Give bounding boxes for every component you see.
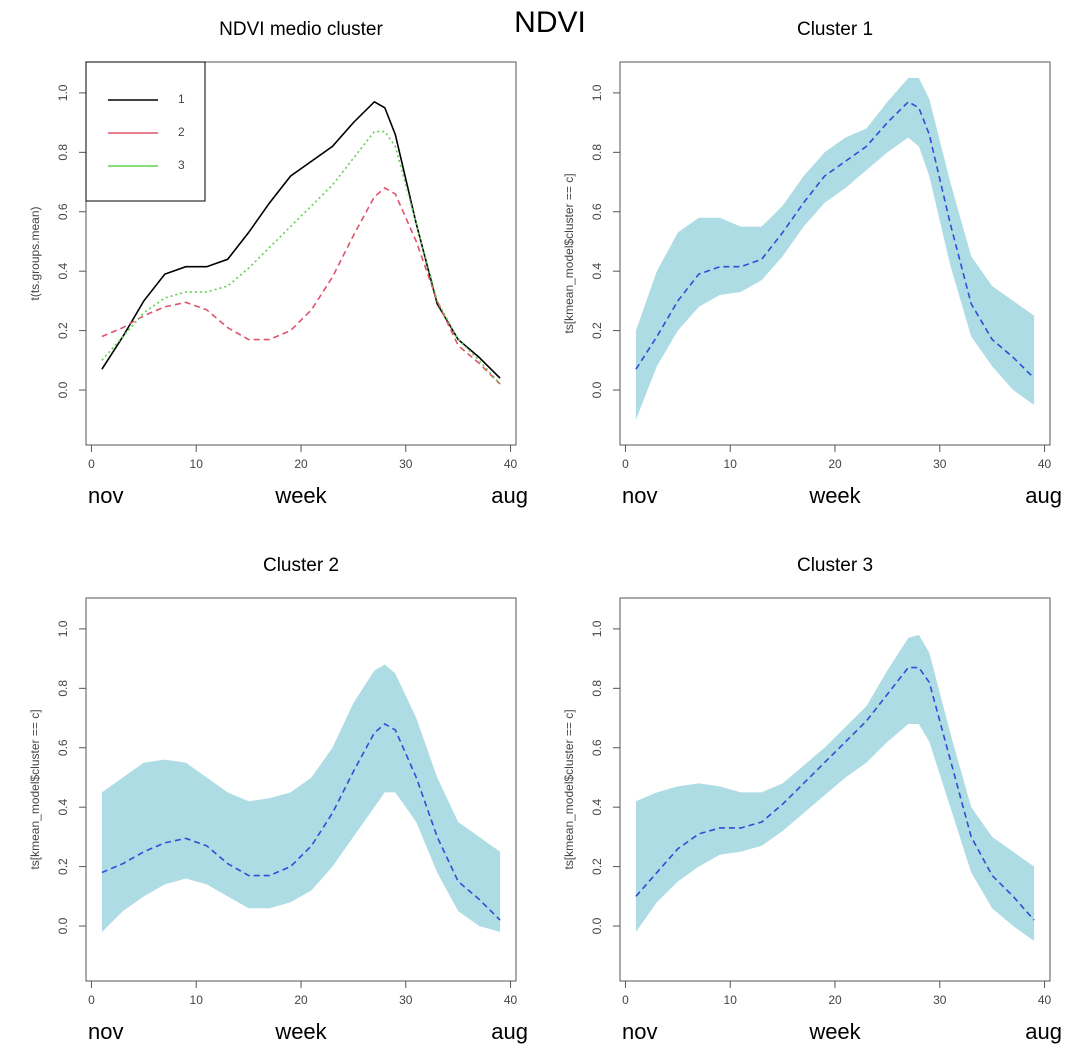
x-tick-label: 0 — [88, 993, 95, 1007]
y-tick-label: 0.4 — [590, 799, 604, 816]
y-tick-label: 0.6 — [590, 739, 604, 756]
x-tick-label: 30 — [399, 993, 413, 1007]
y-axis-label: t(ts.groups.mean) — [28, 206, 42, 300]
legend-box — [85, 61, 206, 202]
series-line — [101, 187, 501, 385]
y-tick-label: 0.0 — [56, 917, 70, 934]
range-band — [635, 78, 1035, 420]
x-tick-label: 0 — [622, 993, 629, 1007]
x-annotation: nov — [88, 483, 123, 508]
y-tick-label: 1.0 — [56, 620, 70, 637]
x-axis-label: week — [274, 1019, 327, 1044]
y-tick-label: 0.0 — [56, 381, 70, 398]
x-annotation: aug — [491, 483, 528, 508]
x-tick-label: 0 — [88, 457, 95, 471]
panel-title: Cluster 1 — [797, 19, 873, 40]
y-tick-label: 1.0 — [56, 84, 70, 101]
y-tick-label: 0.8 — [590, 680, 604, 697]
y-tick-label: 0.6 — [56, 739, 70, 756]
x-tick-label: 30 — [933, 457, 947, 471]
y-tick-label: 1.0 — [590, 620, 604, 637]
x-tick-label: 20 — [828, 993, 842, 1007]
panel-title: NDVI medio cluster — [219, 19, 383, 40]
x-tick-label: 40 — [504, 457, 518, 471]
y-tick-label: 0.2 — [56, 858, 70, 875]
x-tick-label: 20 — [294, 993, 308, 1007]
y-tick-label: 0.8 — [56, 680, 70, 697]
y-tick-label: 0.8 — [56, 144, 70, 161]
x-tick-label: 10 — [190, 457, 204, 471]
y-tick-label: 0.0 — [590, 917, 604, 934]
x-tick-label: 30 — [933, 993, 947, 1007]
x-annotation: nov — [622, 1019, 657, 1044]
x-axis-label: week — [808, 1019, 861, 1044]
x-tick-label: 10 — [190, 993, 204, 1007]
y-tick-label: 0.4 — [56, 263, 70, 280]
range-band — [101, 664, 501, 932]
x-tick-label: 40 — [1038, 993, 1052, 1007]
x-tick-label: 40 — [1038, 457, 1052, 471]
x-axis-label: week — [274, 483, 327, 508]
legend-label: 2 — [178, 125, 185, 139]
y-tick-label: 0.0 — [590, 381, 604, 398]
y-tick-label: 1.0 — [590, 84, 604, 101]
page-title: NDVI — [514, 6, 586, 39]
x-axis-label: week — [808, 483, 861, 508]
y-tick-label: 0.4 — [56, 799, 70, 816]
range-band — [635, 634, 1035, 941]
x-tick-label: 10 — [724, 457, 738, 471]
x-tick-label: 30 — [399, 457, 413, 471]
panel-title: Cluster 3 — [797, 555, 873, 576]
x-tick-label: 0 — [622, 457, 629, 471]
x-annotation: aug — [491, 1019, 528, 1044]
x-annotation: nov — [88, 1019, 123, 1044]
y-tick-label: 0.6 — [590, 203, 604, 220]
series-line — [101, 130, 501, 385]
series-line — [635, 100, 1035, 379]
panel-title: Cluster 2 — [263, 555, 339, 576]
legend-label: 1 — [178, 92, 185, 106]
legend-label: 3 — [178, 158, 185, 172]
x-tick-label: 40 — [504, 993, 518, 1007]
y-axis-label: ts[kmean_model$cluster == c] — [28, 709, 42, 869]
x-annotation: aug — [1025, 483, 1062, 508]
x-annotation: nov — [622, 483, 657, 508]
x-tick-label: 10 — [724, 993, 738, 1007]
x-tick-label: 20 — [294, 457, 308, 471]
y-tick-label: 0.2 — [590, 322, 604, 339]
y-tick-label: 0.6 — [56, 203, 70, 220]
y-axis-label: ts[kmean_model$cluster == c] — [562, 709, 576, 869]
y-tick-label: 0.8 — [590, 144, 604, 161]
y-tick-label: 0.4 — [590, 263, 604, 280]
y-axis-label: ts[kmean_model$cluster == c] — [562, 173, 576, 333]
y-tick-label: 0.2 — [56, 322, 70, 339]
x-annotation: aug — [1025, 1019, 1062, 1044]
x-tick-label: 20 — [828, 457, 842, 471]
y-tick-label: 0.2 — [590, 858, 604, 875]
